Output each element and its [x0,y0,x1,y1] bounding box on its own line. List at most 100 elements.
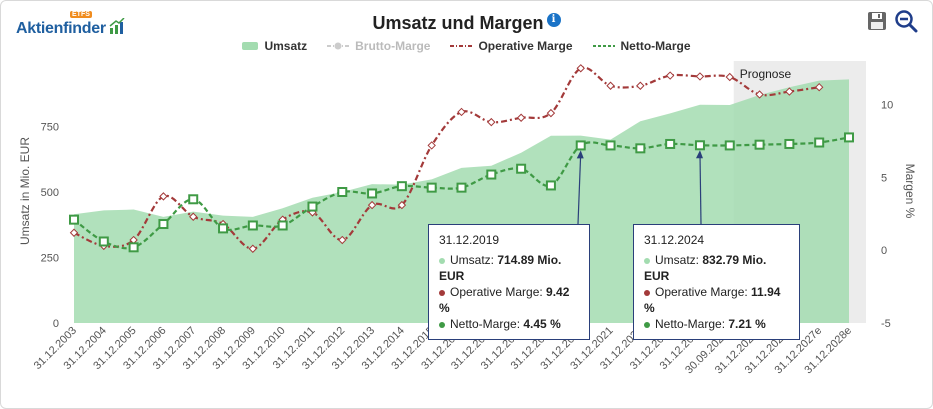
info-icon[interactable]: i [546,13,561,27]
tooltip-date: 31.12.2019 [439,233,500,247]
netto-marge-point [128,242,139,253]
netto-marge-point [277,220,288,231]
operative-marge-point [695,72,705,81]
legend-item-operative-marge[interactable]: Operative Marge [450,39,573,53]
y-tick-label: 750 [41,122,59,134]
operative-marge-point [367,200,377,210]
logo-text: Aktienfinder [16,20,106,37]
logo-chart-icon [109,18,125,34]
tooltip-dot [439,257,445,264]
legend-label-netto-marge: Netto-Marge [620,39,691,53]
chart-title: Umsatz und Margen i [1,13,932,34]
operative-marge-point [576,64,585,73]
operative-marge-point [725,72,734,82]
zoom-out-icon[interactable] [894,9,918,33]
operative-marge-point [189,212,198,221]
y-tick-label: 0 [53,318,59,330]
tooltip-2024: 31.12.2024 Umsatz: 832.79 Mio. EUR Opera… [633,224,800,340]
y2-tick-label: 5 [881,172,887,184]
netto-marge-point [784,138,795,149]
operative-marge-point [427,141,436,150]
tooltip-label: Operative Marge [450,285,540,299]
legend-item-brutto-marge[interactable]: Brutto-Marge [327,39,430,53]
tooltip-pointer [577,152,582,225]
operative-marge-point [665,71,675,80]
tooltip-row: Operative Marge: 11.94 % [644,285,781,315]
operative-marge-point [546,108,556,118]
operative-marge-point [397,200,407,210]
y-tick-label: 500 [41,187,59,199]
legend-item-netto-marge[interactable]: Netto-Marge [592,39,691,53]
tooltip-label: Umsatz [655,253,696,267]
netto-marge-point [516,163,527,174]
logo[interactable]: Aktienfinder ETFS [16,11,126,39]
legend-label-operative-marge: Operative Marge [478,39,573,53]
netto-marge-point [426,182,437,193]
netto-marge-point [218,223,229,234]
operative-marge-point [755,90,764,99]
forecast-label: Prognose [740,67,792,81]
operative-marge-point [606,81,615,90]
legend-label-brutto-marge: Brutto-Marge [355,39,431,53]
y-axis-title: Umsatz in Mio. EUR [18,137,32,245]
netto-marge-point [307,201,318,212]
operative-marge-point [248,244,258,253]
legend-line-swatch [450,45,473,47]
tooltip-2019: 31.12.2019 Umsatz: 714.89 Mio. EUR Opera… [428,224,590,340]
y2-axis-title: Margen % [903,164,917,219]
netto-marge-point [844,132,854,143]
tooltip-label: Operative Marge [655,285,745,299]
operative-marge-point [159,192,168,201]
tooltip-row: Operative Marge: 9.42 % [439,285,570,315]
legend-item-umsatz[interactable]: Umsatz [242,39,307,53]
netto-marge-point [575,140,586,151]
legend-area-swatch [242,42,259,50]
operative-marge-point [785,87,794,96]
legend-label-umsatz: Umsatz [264,39,308,53]
tooltip-label: Netto-Marge [655,317,722,331]
netto-marge-point [814,137,825,148]
netto-marge-point [188,194,199,205]
tooltip-dot [439,289,445,296]
tooltip-dot [439,321,445,328]
netto-marge-point [545,180,556,191]
operative-marge-point [814,82,824,92]
tooltip-pointer-arrow [695,150,703,159]
y2-tick-label: 10 [881,100,893,112]
tooltip-row: Netto-Marge: 4.45 % [439,316,579,332]
tooltip-pointer [699,152,702,225]
netto-marge-point [694,140,705,151]
tooltip-pointer-arrow [576,150,584,159]
netto-marge-line [73,136,850,250]
tooltip-row: Netto-Marge: 7.21 % [644,316,789,332]
operative-marge-point [516,113,526,122]
netto-marge-point [486,169,497,180]
tooltip-label: Umsatz [450,253,491,267]
logo-badge: ETFS [70,11,92,18]
tooltip-value: 7.21 % [728,317,766,331]
tooltip-row: Umsatz: 714.89 Mio. EUR [439,253,562,283]
legend-line-swatch [327,42,350,50]
netto-marge-point [69,214,79,225]
netto-marge-point [635,143,646,154]
y-tick-label: 250 [41,253,59,265]
tooltip-value: 4.45 % [523,317,561,331]
y2-tick-label: -5 [881,318,891,330]
netto-marge-point [337,187,348,197]
netto-marge-point [158,219,169,230]
netto-marge-point [665,138,676,149]
chart-title-text: Umsatz und Margen [372,13,544,33]
tooltip-date: 31.12.2024 [644,233,705,247]
legend: Umsatz Brutto-Marge Operative Marge Nett… [1,39,932,53]
operative-marge-point [487,117,496,127]
operative-marge-point [457,107,466,117]
netto-marge-point [456,182,467,193]
netto-marge-point [605,140,616,151]
tooltip-dot [644,289,650,296]
operative-marge-point [636,81,645,90]
tooltip-dot [644,257,650,264]
operative-marge-point [338,235,347,245]
save-icon[interactable] [866,10,888,32]
